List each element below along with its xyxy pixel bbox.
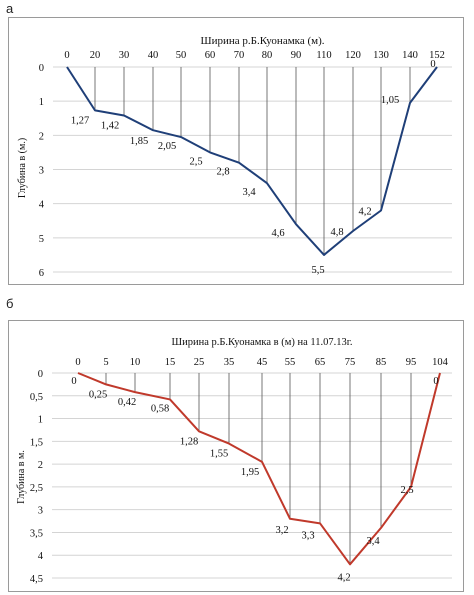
x-tick-label: 104 bbox=[432, 357, 449, 368]
data-label: 2,5 bbox=[189, 156, 202, 167]
x-tick-label: 65 bbox=[315, 357, 326, 368]
y-tick-label: 3 bbox=[38, 506, 43, 517]
data-label: 0,58 bbox=[151, 403, 169, 414]
x-tick-label: 85 bbox=[376, 357, 387, 368]
y-tick-label: 3,5 bbox=[30, 528, 43, 539]
data-label: 4,2 bbox=[358, 207, 371, 218]
x-tick-label: 60 bbox=[205, 50, 216, 61]
x-tick-label: 90 bbox=[291, 50, 302, 61]
y-tick-label: 2 bbox=[38, 460, 43, 471]
y-tick-label: 1,5 bbox=[30, 437, 43, 448]
x-tick-label: 55 bbox=[285, 357, 296, 368]
y-axis-label: Глубина в м. bbox=[16, 450, 27, 504]
data-label: 3,3 bbox=[301, 530, 314, 541]
y-tick-label: 0 bbox=[39, 63, 44, 74]
x-tick-label: 70 bbox=[234, 50, 245, 61]
data-label: 4,6 bbox=[271, 228, 284, 239]
y-tick-label: 0 bbox=[38, 369, 43, 380]
y-tick-label: 4 bbox=[38, 551, 44, 562]
data-label: 1,85 bbox=[130, 136, 148, 147]
data-label: 1,55 bbox=[210, 449, 228, 460]
data-label: 4,2 bbox=[337, 572, 350, 583]
x-tick-label: 0 bbox=[64, 50, 69, 61]
series-line bbox=[77, 372, 441, 566]
panel-label-a: а bbox=[6, 1, 14, 16]
chart-title: Ширина р.Б.Куонамка (м). bbox=[200, 35, 324, 47]
y-tick-label: 1 bbox=[38, 415, 43, 426]
data-label: 1,95 bbox=[241, 467, 259, 478]
series-line bbox=[66, 66, 438, 256]
x-tick-label: 40 bbox=[148, 50, 159, 61]
x-tick-label: 110 bbox=[316, 50, 331, 61]
x-tick-label: 50 bbox=[176, 50, 187, 61]
y-tick-label: 1 bbox=[39, 97, 44, 108]
data-label: 5,5 bbox=[311, 265, 324, 276]
y-tick-label: 5 bbox=[39, 234, 44, 245]
y-tick-label: 4 bbox=[39, 200, 45, 211]
x-tick-label: 152 bbox=[429, 50, 445, 61]
x-tick-label: 75 bbox=[345, 357, 356, 368]
data-label: 3,4 bbox=[242, 187, 256, 198]
data-label: 3,2 bbox=[275, 525, 288, 536]
data-label: 1,05 bbox=[381, 95, 399, 106]
x-tick-label: 0 bbox=[75, 357, 80, 368]
data-label: 1,27 bbox=[71, 115, 89, 126]
data-label: 3,4 bbox=[366, 536, 380, 547]
data-label: 0 bbox=[430, 59, 435, 70]
y-tick-label: 4,5 bbox=[30, 574, 43, 585]
y-tick-label: 3 bbox=[39, 166, 44, 177]
x-tick-label: 15 bbox=[165, 357, 176, 368]
data-label: 0 bbox=[433, 376, 438, 387]
data-label: 1,28 bbox=[180, 436, 198, 447]
data-label: 4,8 bbox=[330, 227, 343, 238]
x-tick-label: 35 bbox=[224, 357, 235, 368]
chart-b-frame bbox=[8, 320, 464, 592]
y-tick-label: 2,5 bbox=[30, 483, 43, 494]
x-tick-label: 20 bbox=[90, 50, 101, 61]
data-label: 0,42 bbox=[118, 397, 136, 408]
panel-label-b: б bbox=[6, 296, 14, 311]
data-label: 0,25 bbox=[89, 389, 107, 400]
data-label: 2,05 bbox=[158, 141, 176, 152]
data-label: 1,42 bbox=[101, 121, 119, 132]
data-label: 2,8 bbox=[216, 167, 229, 178]
chart-title: Ширина р.Б.Куонамка в (м) на 11.07.13г. bbox=[172, 337, 353, 348]
chart-a-frame bbox=[8, 17, 464, 285]
x-tick-label: 140 bbox=[402, 50, 418, 61]
x-tick-label: 95 bbox=[406, 357, 417, 368]
y-tick-label: 2 bbox=[39, 131, 44, 142]
x-tick-label: 30 bbox=[119, 50, 130, 61]
y-tick-label: 6 bbox=[39, 268, 44, 279]
data-label: 0 bbox=[71, 376, 76, 387]
data-label: 2,5 bbox=[400, 485, 413, 496]
y-axis-label: Глубина в (м.) bbox=[17, 138, 28, 198]
x-tick-label: 25 bbox=[194, 357, 205, 368]
x-tick-label: 5 bbox=[103, 357, 108, 368]
x-tick-label: 120 bbox=[345, 50, 361, 61]
x-tick-label: 10 bbox=[130, 357, 141, 368]
x-tick-label: 130 bbox=[373, 50, 389, 61]
x-tick-label: 80 bbox=[262, 50, 273, 61]
y-tick-label: 0,5 bbox=[30, 392, 43, 403]
x-tick-label: 45 bbox=[257, 357, 268, 368]
